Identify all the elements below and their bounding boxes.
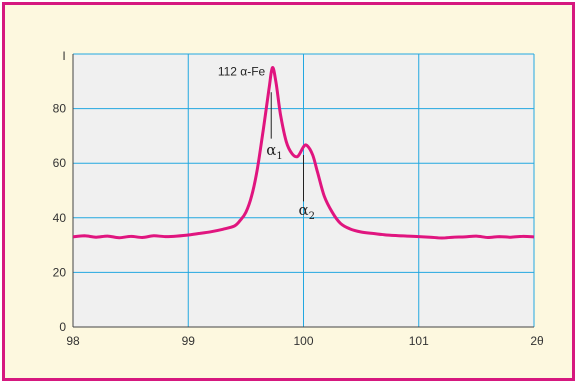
x-tick-label: 98 [66, 334, 80, 348]
x-tick-label: 99 [182, 334, 196, 348]
y-axis-label: I [62, 49, 65, 63]
axes [72, 54, 534, 328]
y-tick-label: 80 [53, 102, 67, 116]
tick-labels: 0 20 40 60 80 I 98 99 100 101 2θ [53, 49, 544, 348]
x-axis-label: 2θ [530, 334, 544, 348]
x-tick-label: 101 [409, 334, 429, 348]
x-tick-label: 100 [293, 334, 313, 348]
series-line [72, 66, 535, 240]
y-tick-label: 60 [53, 156, 67, 170]
y-tick-label: 0 [59, 320, 66, 334]
y-tick-label: 20 [53, 265, 67, 279]
peak-label: 112 α-Fe [218, 65, 266, 79]
y-tick-label: 40 [53, 211, 67, 225]
